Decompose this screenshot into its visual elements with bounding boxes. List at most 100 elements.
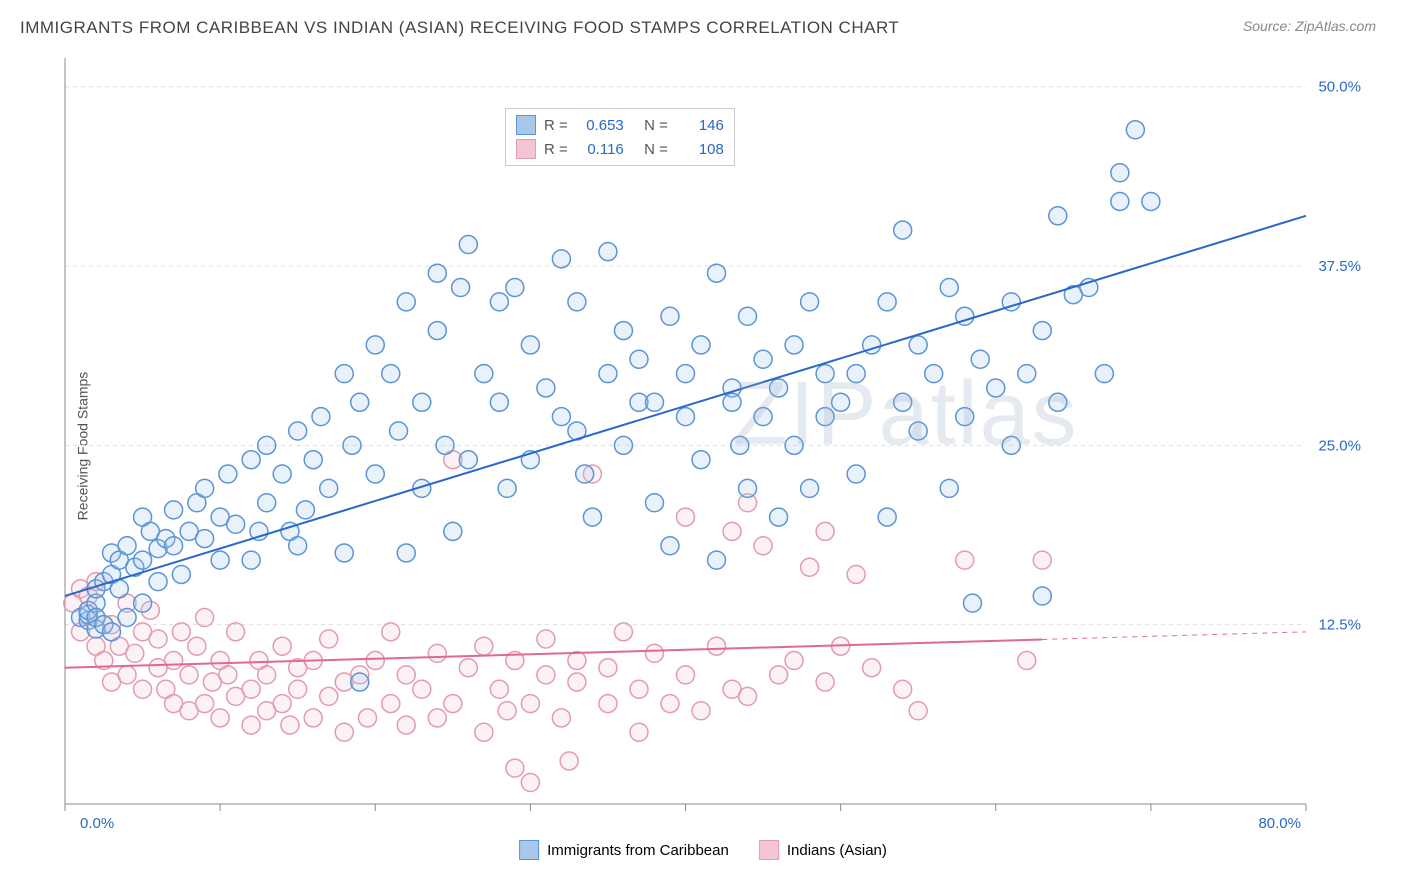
data-point: [343, 436, 361, 454]
data-point: [444, 695, 462, 713]
y-tick-label: 37.5%: [1318, 258, 1361, 275]
data-point: [1049, 207, 1067, 225]
y-tick-label: 50.0%: [1318, 79, 1361, 96]
data-point: [956, 408, 974, 426]
data-point: [459, 451, 477, 469]
data-point: [273, 465, 291, 483]
data-point: [506, 759, 524, 777]
data-point: [273, 637, 291, 655]
stats-text: R =0.116 N =108: [544, 141, 724, 158]
data-point: [1033, 551, 1051, 569]
data-point: [940, 279, 958, 297]
data-point: [739, 307, 757, 325]
data-point: [498, 702, 516, 720]
data-point: [878, 293, 896, 311]
chart-title: IMMIGRANTS FROM CARIBBEAN VS INDIAN (ASI…: [20, 18, 899, 38]
data-point: [149, 630, 167, 648]
data-point: [289, 537, 307, 555]
data-point: [971, 350, 989, 368]
data-point: [397, 666, 415, 684]
data-point: [196, 695, 214, 713]
data-point: [692, 336, 710, 354]
data-point: [568, 673, 586, 691]
data-point: [956, 551, 974, 569]
data-point: [335, 365, 353, 383]
data-point: [428, 709, 446, 727]
data-point: [1126, 121, 1144, 139]
data-point: [490, 393, 508, 411]
stats-swatch: [516, 115, 536, 135]
data-point: [428, 322, 446, 340]
data-point: [227, 623, 245, 641]
data-point: [1142, 192, 1160, 210]
data-point: [196, 479, 214, 497]
data-point: [335, 544, 353, 562]
data-point: [296, 501, 314, 519]
data-point: [661, 307, 679, 325]
chart-header: IMMIGRANTS FROM CARIBBEAN VS INDIAN (ASI…: [0, 0, 1406, 38]
data-point: [118, 537, 136, 555]
data-point: [413, 680, 431, 698]
data-point: [242, 716, 260, 734]
data-point: [110, 580, 128, 598]
data-point: [242, 451, 260, 469]
data-point: [103, 623, 121, 641]
data-point: [188, 637, 206, 655]
data-point: [552, 408, 570, 426]
data-point: [358, 709, 376, 727]
data-point: [816, 673, 834, 691]
data-point: [118, 666, 136, 684]
data-point: [211, 551, 229, 569]
data-point: [428, 644, 446, 662]
data-point: [692, 451, 710, 469]
data-point: [583, 508, 601, 526]
data-point: [894, 393, 912, 411]
data-point: [909, 422, 927, 440]
data-point: [816, 365, 834, 383]
data-point: [568, 293, 586, 311]
data-point: [126, 644, 144, 662]
data-point: [242, 680, 260, 698]
data-point: [165, 652, 183, 670]
data-point: [498, 479, 516, 497]
data-point: [320, 630, 338, 648]
data-point: [444, 522, 462, 540]
data-point: [382, 365, 400, 383]
data-point: [599, 695, 617, 713]
chart-svg: 12.5%25.0%37.5%50.0%0.0%80.0%: [50, 50, 1386, 832]
legend-swatch: [519, 840, 539, 860]
data-point: [452, 279, 470, 297]
data-point: [909, 702, 927, 720]
data-point: [227, 515, 245, 533]
data-point: [475, 637, 493, 655]
data-point: [304, 709, 322, 727]
data-point: [382, 695, 400, 713]
data-point: [739, 687, 757, 705]
data-point: [754, 537, 772, 555]
legend-label: Indians (Asian): [787, 842, 887, 859]
data-point: [677, 666, 695, 684]
data-point: [1018, 365, 1036, 383]
data-point: [475, 365, 493, 383]
data-point: [614, 436, 632, 454]
data-point: [599, 659, 617, 677]
data-point: [785, 336, 803, 354]
legend-swatch: [759, 840, 779, 860]
data-point: [537, 630, 555, 648]
legend-item: Indians (Asian): [759, 840, 887, 860]
data-point: [645, 393, 663, 411]
data-point: [754, 408, 772, 426]
data-point: [785, 436, 803, 454]
stats-text: R =0.653 N =146: [544, 117, 724, 134]
data-point: [1111, 192, 1129, 210]
data-point: [692, 702, 710, 720]
data-point: [149, 573, 167, 591]
data-point: [413, 393, 431, 411]
data-point: [196, 609, 214, 627]
data-point: [785, 652, 803, 670]
data-point: [165, 501, 183, 519]
data-point: [242, 551, 260, 569]
data-point: [708, 637, 726, 655]
data-point: [816, 522, 834, 540]
data-point: [560, 752, 578, 770]
